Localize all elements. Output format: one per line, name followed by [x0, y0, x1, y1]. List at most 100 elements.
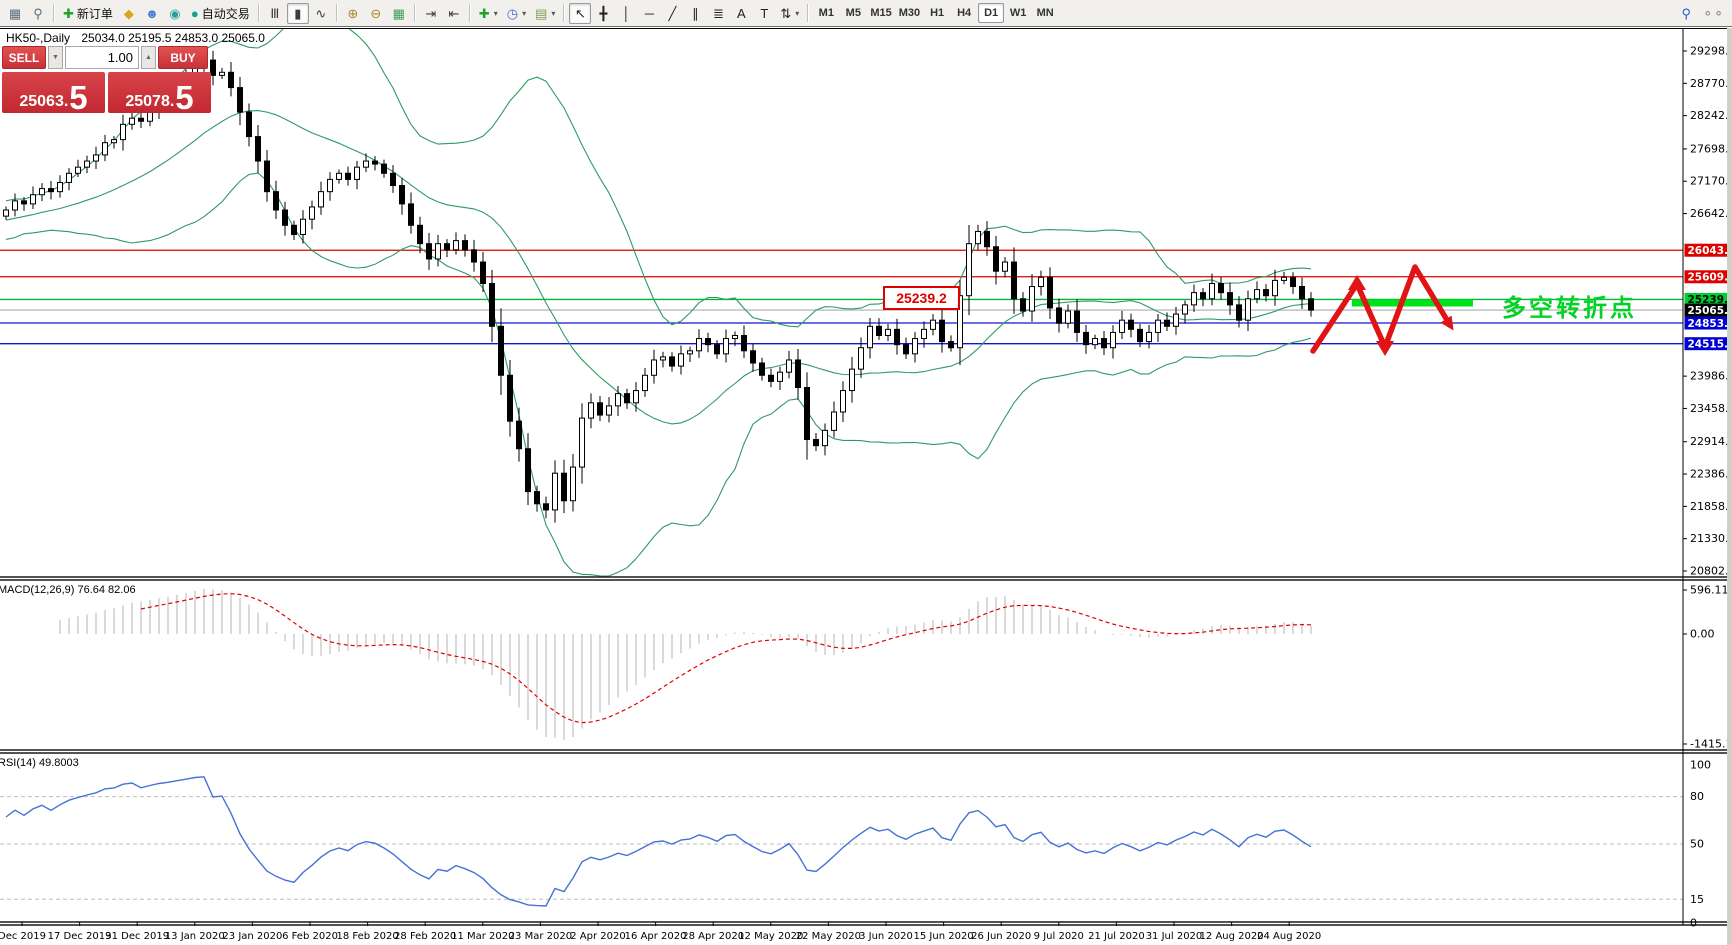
chat-icon: ⚬⚬: [1702, 5, 1724, 21]
channel-icon[interactable]: ∥: [684, 3, 706, 24]
sell-button[interactable]: SELL: [2, 46, 46, 69]
svg-text:28770.0: 28770.0: [1690, 77, 1732, 90]
line-chart-icon: ∿: [315, 5, 327, 21]
arrows-icon[interactable]: ⇅ ▾: [776, 3, 803, 24]
svg-text:0: 0: [1690, 917, 1697, 930]
new-order-button-label: 新订单: [76, 6, 113, 21]
svg-text:25239.2: 25239.2: [1688, 294, 1732, 306]
zoom-out-icon[interactable]: ⊖: [365, 3, 387, 24]
timeframe-m5[interactable]: M5: [845, 7, 861, 19]
date-axis-label: 23 Mar 2020: [509, 931, 572, 942]
cursor-icon[interactable]: ↖: [569, 2, 592, 24]
bar-chart-icon[interactable]: Ⅲ: [264, 3, 286, 24]
svg-text:0.00: 0.00: [1690, 628, 1715, 641]
volume-input[interactable]: 1.00: [65, 46, 139, 69]
tile-windows-icon[interactable]: ▦: [388, 3, 410, 24]
date-axis-label: 31 Dec 2019: [105, 931, 169, 942]
indicators-icon[interactable]: ✚ ▾: [475, 3, 502, 24]
toolbar-separator: [413, 4, 416, 22]
chart-window-icon[interactable]: ▦: [4, 3, 26, 24]
periods-icon[interactable]: ◷ ▾: [503, 3, 530, 24]
autotrading-button[interactable]: ● 自动交易: [187, 3, 254, 24]
chevron-down-icon: ▾: [522, 8, 527, 18]
fibonacci-icon[interactable]: ≣: [707, 3, 729, 24]
templates-icon[interactable]: ▤ ▾: [531, 3, 559, 24]
timeframe-w1[interactable]: W1: [1009, 7, 1027, 19]
indicators-icon: ✚: [478, 5, 490, 21]
price-badge: [1684, 303, 1732, 317]
svg-text:22914.0: 22914.0: [1690, 435, 1732, 448]
svg-text:26642.0: 26642.0: [1690, 207, 1732, 220]
volume-decrease-button[interactable]: ▼: [48, 46, 63, 69]
date-axis-label: 12 May 2020: [738, 931, 803, 942]
chart-shift-icon: ⇤: [448, 5, 460, 21]
timeframe-m15[interactable]: M15: [870, 7, 892, 19]
line-chart-icon[interactable]: ∿: [310, 3, 332, 24]
fibonacci-icon: ≣: [712, 5, 724, 21]
svg-text:25609.0: 25609.0: [1688, 272, 1732, 284]
sell-price-box[interactable]: 25063. 5: [2, 72, 105, 114]
date-axis-label: Dec 2019: [0, 931, 46, 942]
trend-segment[interactable]: [1352, 299, 1473, 307]
label-icon[interactable]: T: [753, 3, 775, 24]
ohlc-values: 25034.0 25195.5 24853.0 25065.0: [81, 31, 265, 45]
data-window-icon: ⚲: [33, 5, 43, 21]
horizontal-line-icon[interactable]: ─: [638, 3, 660, 24]
svg-text:22386.0: 22386.0: [1690, 468, 1732, 481]
crosshair-icon[interactable]: ╋: [592, 3, 614, 24]
turning-point-annotation[interactable]: 多空转折点: [1502, 294, 1637, 322]
buy-button[interactable]: BUY: [158, 46, 208, 69]
price-chart-svg[interactable]: 29298.0 28770.0 28242.0 27698.0 27170.0 26642…: [0, 28, 1732, 945]
date-axis-label: 15 Jun 2020: [914, 931, 974, 942]
svg-text:24515.8: 24515.8: [1688, 338, 1732, 350]
date-axis-label: 3 Jun 2020: [859, 931, 913, 942]
toolbar-separator: [468, 4, 471, 22]
timeframe-m1[interactable]: M1: [818, 7, 834, 19]
zoom-out-icon: ⊖: [370, 5, 382, 21]
macd-signal-line: [140, 593, 1312, 724]
text-icon[interactable]: A: [730, 3, 752, 24]
price-annotation-flag[interactable]: 25239.2: [883, 286, 960, 310]
toolbar-separator: [807, 4, 810, 22]
timeframe-h1[interactable]: H1: [930, 7, 945, 19]
zoom-in-icon[interactable]: ⊕: [342, 3, 364, 24]
chat-icon[interactable]: ⚬⚬: [1698, 3, 1728, 24]
profile-icon[interactable]: ☻: [141, 3, 163, 24]
market-icon[interactable]: ◆: [118, 3, 140, 24]
text-icon: A: [737, 5, 746, 21]
buy-price-big-digit: 5: [175, 78, 194, 116]
candlestick-chart-icon[interactable]: ▮: [286, 2, 309, 24]
buy-price-main: 25078.: [125, 93, 175, 111]
search-icon[interactable]: ⚲: [1675, 3, 1697, 24]
svg-text:-1415.19: -1415.19: [1690, 738, 1732, 751]
date-axis-label: 16 Apr 2020: [625, 931, 687, 942]
volume-increase-button[interactable]: ▲: [141, 46, 156, 69]
timeframe-d1[interactable]: D1: [978, 3, 1005, 23]
svg-text:27698.0: 27698.0: [1690, 142, 1732, 155]
date-axis-label: 23 Jan 2020: [222, 931, 282, 942]
chart-shift-icon[interactable]: ⇤: [443, 3, 465, 24]
date-axis-label: 18 Feb 2020: [336, 931, 398, 942]
date-axis-label: 21 Jul 2020: [1088, 931, 1145, 942]
data-window-icon[interactable]: ⚲: [27, 3, 49, 24]
signals-icon[interactable]: ◉: [164, 3, 186, 24]
toolbar-separator: [335, 4, 338, 22]
timeframe-m30[interactable]: M30: [898, 7, 921, 19]
timeframe-h4[interactable]: H4: [957, 7, 972, 19]
vertical-line-icon[interactable]: │: [615, 3, 637, 24]
buy-price-box[interactable]: 25078. 5: [108, 72, 211, 116]
new-order-button[interactable]: ✚ 新订单: [59, 3, 117, 24]
channel-icon: ∥: [692, 5, 699, 21]
symbol-period-label: HK50-,Daily: [6, 31, 71, 45]
svg-text:21330.0: 21330.0: [1690, 532, 1732, 545]
auto-scroll-icon[interactable]: ⇥: [420, 3, 442, 24]
timeframe-mn[interactable]: MN: [1036, 7, 1054, 19]
autotrading-button: ●: [190, 5, 199, 21]
svg-text:15: 15: [1690, 893, 1704, 906]
trendline-icon: ╱: [668, 5, 677, 21]
sell-price-main: 25063.: [19, 93, 69, 111]
trendline-icon[interactable]: ╱: [661, 3, 683, 24]
candlestick-chart-icon: ▮: [294, 5, 302, 21]
svg-text:29298.0: 29298.0: [1690, 45, 1732, 58]
templates-icon: ▤: [535, 5, 548, 21]
